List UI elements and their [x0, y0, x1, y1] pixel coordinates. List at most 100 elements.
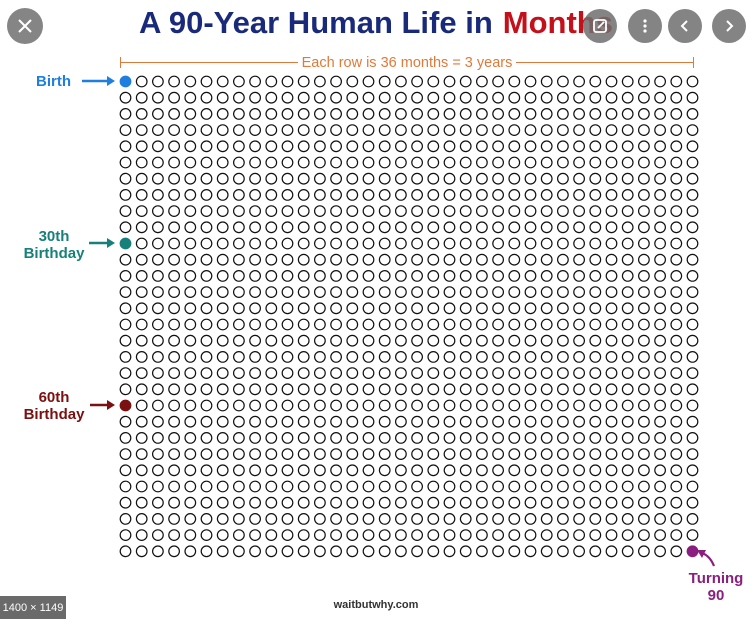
month-dot — [362, 140, 375, 153]
month-dot — [670, 334, 683, 347]
month-dot — [249, 545, 262, 558]
month-dot — [573, 334, 585, 347]
month-dot — [281, 464, 294, 477]
month-dot — [168, 318, 181, 331]
month-dot — [330, 545, 343, 558]
month-dot — [378, 367, 391, 380]
month-dot — [281, 545, 294, 558]
month-dot — [184, 75, 197, 88]
month-dot — [200, 286, 213, 299]
month-dot — [184, 107, 197, 120]
month-dot — [346, 448, 359, 461]
month-dot — [508, 432, 521, 444]
month-dot — [411, 221, 424, 234]
month-dot — [249, 480, 262, 493]
month-dot — [557, 221, 569, 234]
month-dot — [135, 270, 148, 282]
month-dot — [265, 432, 278, 444]
month-dot — [524, 75, 537, 88]
month-dot — [476, 529, 488, 541]
month-dot — [362, 448, 375, 461]
month-dot — [119, 91, 132, 104]
month-dot — [168, 253, 181, 266]
month-dot — [168, 496, 181, 509]
month-dot — [557, 318, 569, 331]
month-dot — [297, 383, 310, 396]
month-dot — [540, 367, 553, 380]
month-dot — [395, 464, 407, 477]
month-dot — [654, 545, 666, 558]
month-dot — [605, 432, 618, 444]
month-dot — [573, 286, 585, 299]
month-dot — [589, 270, 602, 282]
month-dot — [427, 318, 440, 331]
month-dot — [135, 156, 148, 169]
month-dot — [249, 318, 262, 331]
month-dot — [508, 205, 521, 218]
month-dot — [670, 270, 683, 282]
month-dot — [249, 399, 262, 412]
month-dot — [427, 253, 440, 266]
month-dot — [508, 140, 521, 153]
month-dot — [135, 140, 148, 153]
sixty-dot — [119, 399, 132, 412]
more-button[interactable] — [628, 9, 662, 43]
month-dot — [346, 367, 359, 380]
month-dot — [232, 529, 245, 541]
month-dot — [119, 172, 132, 185]
month-dot — [362, 367, 375, 380]
month-dot — [459, 140, 472, 153]
month-dot — [184, 172, 197, 185]
month-dot — [216, 351, 229, 363]
month-dot — [395, 496, 407, 509]
month-dot — [621, 367, 634, 380]
month-dot — [589, 302, 602, 315]
month-dot — [411, 75, 424, 88]
month-dot — [281, 188, 294, 201]
month-dot — [378, 270, 391, 282]
month-dot — [557, 399, 569, 412]
month-dot — [459, 351, 472, 363]
month-dot — [378, 172, 391, 185]
month-dot — [524, 156, 537, 169]
month-dot — [427, 496, 440, 509]
month-dot — [427, 91, 440, 104]
share-button[interactable] — [583, 9, 617, 43]
month-dot — [346, 399, 359, 412]
month-dot — [638, 367, 650, 380]
month-dot — [151, 237, 164, 250]
month-dot — [265, 529, 278, 541]
close-button[interactable] — [7, 8, 43, 44]
month-dot — [427, 432, 440, 444]
month-dot — [378, 75, 391, 88]
month-dot — [362, 334, 375, 347]
month-dot — [459, 415, 472, 428]
month-dot — [508, 383, 521, 396]
month-dot — [297, 75, 310, 88]
month-dot — [573, 545, 585, 558]
month-dot — [427, 302, 440, 315]
ninety-label-line2: 90 — [707, 587, 725, 604]
month-dot — [135, 253, 148, 266]
sixty-label: 60th Birthday — [18, 389, 90, 423]
month-dot — [314, 75, 326, 88]
month-dot — [265, 302, 278, 315]
month-dot — [589, 318, 602, 331]
month-dot — [362, 529, 375, 541]
month-dot — [151, 75, 164, 88]
month-dot — [589, 156, 602, 169]
month-dot — [265, 237, 278, 250]
next-image-button[interactable] — [712, 9, 746, 43]
month-dot — [540, 513, 553, 525]
previous-image-button[interactable] — [668, 9, 702, 43]
month-dot — [346, 221, 359, 234]
month-dot — [427, 237, 440, 250]
month-dot — [249, 75, 262, 88]
month-dot — [411, 172, 424, 185]
month-dot — [346, 496, 359, 509]
month-dot — [605, 205, 618, 218]
month-dot — [540, 529, 553, 541]
month-dot — [443, 399, 456, 412]
month-dot — [605, 318, 618, 331]
